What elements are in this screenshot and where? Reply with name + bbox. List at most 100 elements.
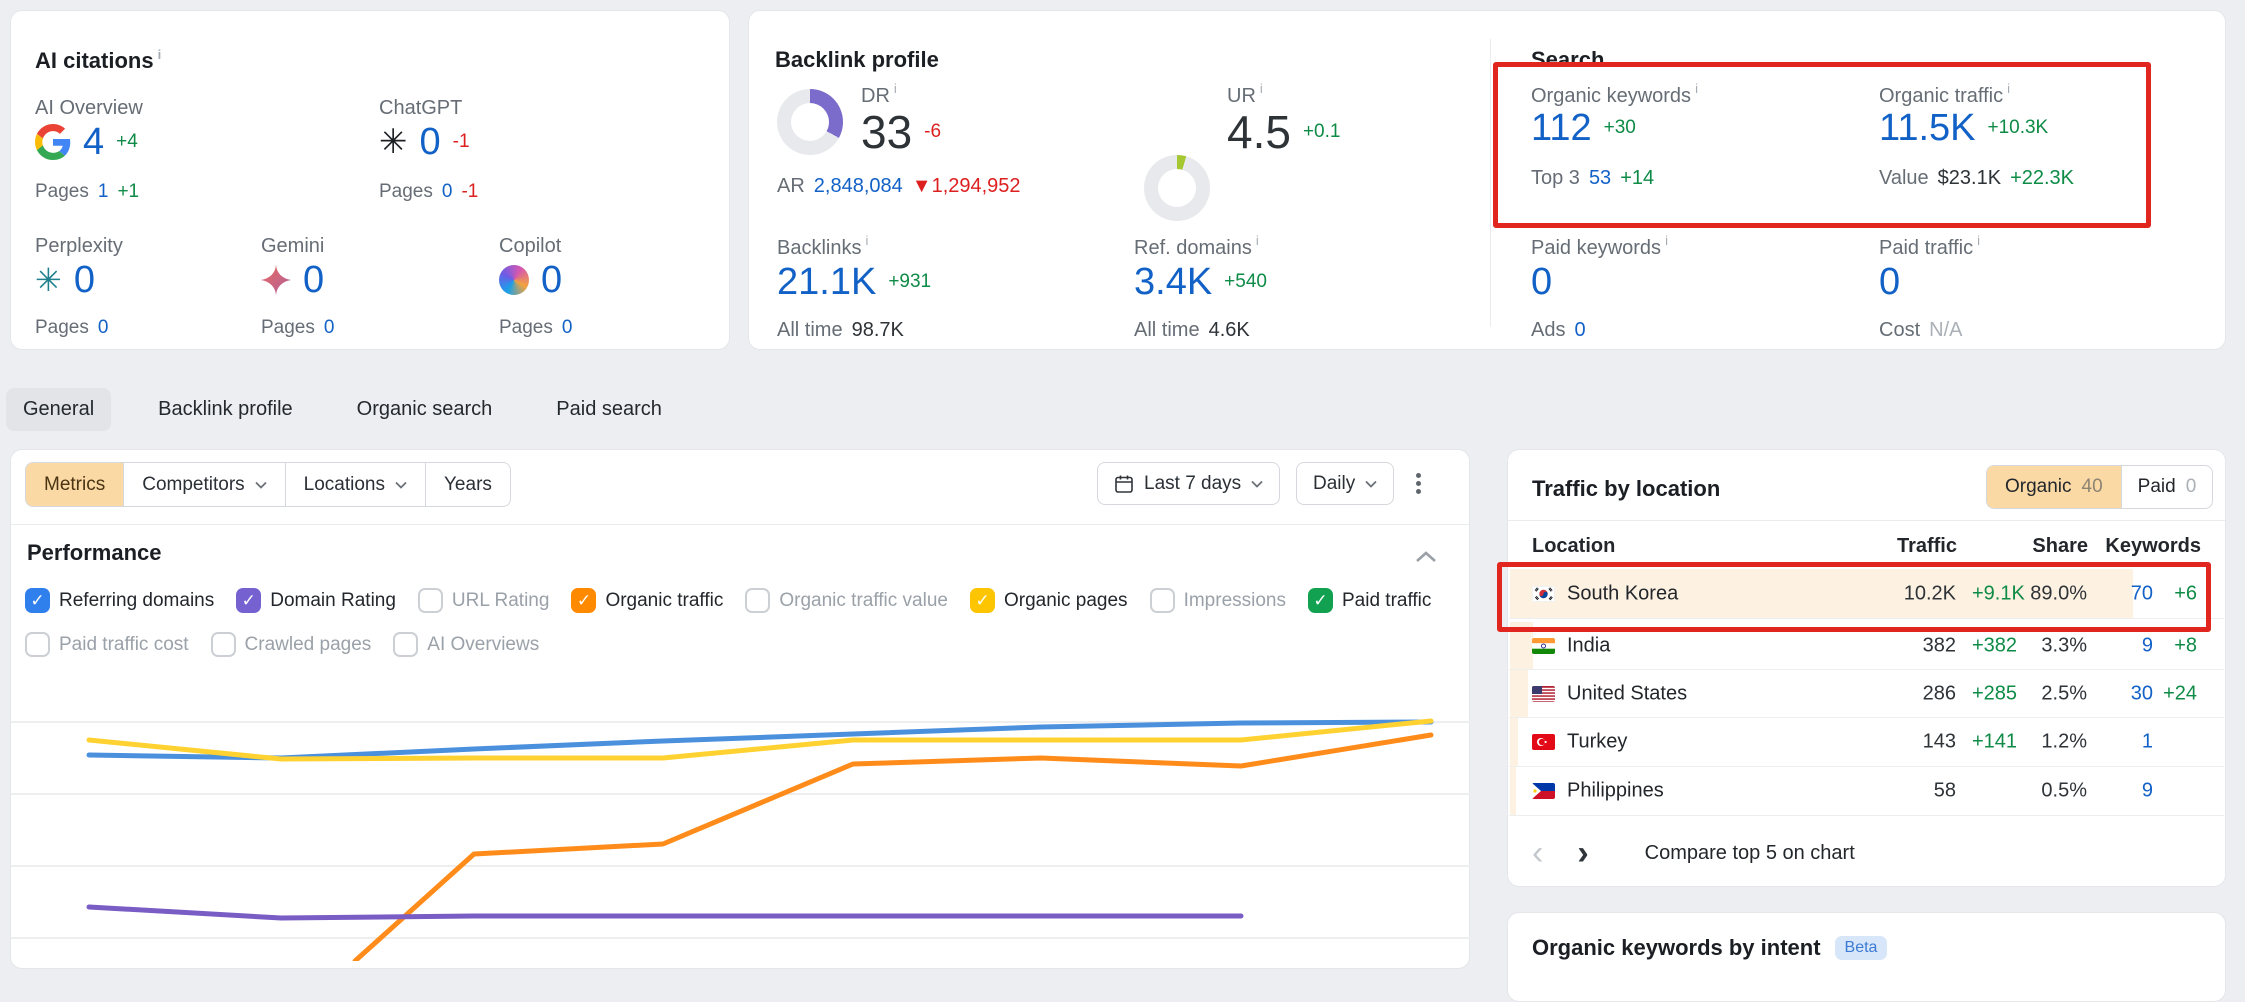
ar-row: AR 2,848,084 ▼1,294,952 <box>777 175 1021 198</box>
checkbox-organic-traffic[interactable]: Organic traffic <box>571 588 723 613</box>
checkbox-url-rating[interactable]: URL Rating <box>418 588 550 613</box>
col-traffic[interactable]: Traffic <box>1897 535 1957 558</box>
metrics-button[interactable]: Metrics <box>26 463 124 506</box>
granularity-button[interactable]: Daily <box>1296 462 1394 505</box>
traffic-delta: +141 <box>1972 731 2017 754</box>
table-row-united-states[interactable]: United States 286 +285 2.5% 30 +24 <box>1509 670 2224 718</box>
checkbox-paid-traffic[interactable]: Paid traffic <box>1308 588 1431 613</box>
info-icon <box>1973 237 1980 259</box>
chevron-down-icon <box>1365 480 1377 488</box>
traffic-value: 58 <box>1934 780 1956 803</box>
beta-badge: Beta <box>1835 936 1888 960</box>
compare-top5-link[interactable]: Compare top 5 on chart <box>1645 842 1855 865</box>
perplexity-value[interactable]: 0 <box>74 261 95 299</box>
paid-traffic-value[interactable]: 0 <box>1879 263 1900 301</box>
checkbox-ai-overviews[interactable]: AI Overviews <box>393 632 539 657</box>
date-range-button[interactable]: Last 7 days <box>1097 462 1280 505</box>
location-name[interactable]: Turkey <box>1567 731 1627 754</box>
location-name[interactable]: United States <box>1567 682 1687 705</box>
years-button[interactable]: Years <box>426 463 510 506</box>
traffic-value: 10.2K <box>1904 582 1956 605</box>
next-page-icon[interactable]: › <box>1577 836 1588 870</box>
checkbox-impressions[interactable]: Impressions <box>1150 588 1286 613</box>
copilot-value[interactable]: 0 <box>541 261 562 299</box>
flag-philippines-icon <box>1532 783 1555 799</box>
keywords-value[interactable]: 9 <box>2142 780 2153 803</box>
prev-page-icon[interactable]: ‹ <box>1532 836 1543 870</box>
google-icon <box>35 124 71 160</box>
competitors-dropdown[interactable]: Competitors <box>124 463 285 506</box>
table-row-india[interactable]: India 382 +382 3.3% 9 +8 <box>1509 622 2224 670</box>
ref-domains-label: Ref. domains <box>1134 233 1259 260</box>
keywords-delta: +6 <box>2174 582 2197 605</box>
gemini-pages: Pages0 <box>261 317 334 339</box>
tab-paid-search[interactable]: Paid search <box>539 388 679 431</box>
header-divider <box>1508 520 2225 521</box>
performance-title: Performance <box>27 540 162 566</box>
gemini-value[interactable]: 0 <box>303 261 324 299</box>
checkbox-organic-traffic-value[interactable]: Organic traffic value <box>745 588 948 613</box>
location-name[interactable]: India <box>1567 634 1610 657</box>
organic-traffic-value[interactable]: 11.5K <box>1879 109 1975 147</box>
tab-backlink-profile[interactable]: Backlink profile <box>141 388 310 431</box>
info-icon <box>1256 85 1263 107</box>
paid-traffic-sub: CostN/A <box>1879 319 1962 342</box>
location-name[interactable]: Philippines <box>1567 780 1664 803</box>
traffic-toggle: Organic40 Paid0 <box>1986 465 2213 509</box>
toolbar-divider <box>11 524 1469 525</box>
locations-dropdown[interactable]: Locations <box>286 463 426 506</box>
keywords-delta: +8 <box>2174 634 2197 657</box>
paid-keywords-value[interactable]: 0 <box>1531 263 1552 301</box>
col-keywords[interactable]: Keywords <box>2105 535 2201 558</box>
traffic-value: 286 <box>1923 682 1956 705</box>
info-icon <box>154 48 162 73</box>
kebab-menu-icon[interactable] <box>1416 470 1421 497</box>
performance-chart[interactable] <box>11 661 1471 961</box>
section-divider <box>1490 39 1491 327</box>
gemini-icon <box>261 265 291 295</box>
location-name[interactable]: South Korea <box>1567 582 1678 605</box>
table-row-turkey[interactable]: Turkey 143 +141 1.2% 1 <box>1509 718 2224 767</box>
table-row-philippines[interactable]: Philippines 58 0.5% 9 <box>1509 767 2224 816</box>
keywords-value[interactable]: 1 <box>2142 731 2153 754</box>
ai-overview-value[interactable]: 4 <box>83 123 104 161</box>
calendar-icon <box>1114 474 1134 494</box>
keywords-value[interactable]: 9 <box>2142 634 2153 657</box>
backlinks-value[interactable]: 21.1K <box>777 263 876 301</box>
organic-keywords-label: Organic keywords <box>1531 81 1698 108</box>
collapse-chevron-up-icon[interactable] <box>1415 550 1437 568</box>
traffic-by-location-card: Traffic by location Organic40 Paid0 Loca… <box>1507 449 2226 887</box>
tab-general[interactable]: General <box>6 388 111 431</box>
col-share[interactable]: Share <box>2032 535 2088 558</box>
keywords-value[interactable]: 70 <box>2131 582 2153 605</box>
chatgpt-pages: Pages0-1 <box>379 181 478 203</box>
checkbox-domain-rating[interactable]: Domain Rating <box>236 588 396 613</box>
chatgpt-value[interactable]: 0 <box>420 123 441 161</box>
share-value: 0.5% <box>2041 780 2087 803</box>
info-icon <box>890 85 897 107</box>
chevron-down-icon <box>255 481 267 489</box>
ar-value[interactable]: 2,848,084 <box>814 175 903 198</box>
table-row-south-korea[interactable]: South Korea 10.2K +9.1K 89.0% 70 +6 <box>1509 569 2224 619</box>
info-icon <box>2003 85 2010 107</box>
toggle-organic[interactable]: Organic40 <box>1987 466 2121 508</box>
traffic-delta: +9.1K <box>1972 582 2025 605</box>
toggle-paid[interactable]: Paid0 <box>2121 466 2213 508</box>
tab-organic-search[interactable]: Organic search <box>340 388 510 431</box>
flag-india-icon <box>1532 638 1555 654</box>
info-icon <box>1691 85 1698 107</box>
checkbox-referring-domains[interactable]: Referring domains <box>25 588 214 613</box>
share-value: 3.3% <box>2041 634 2087 657</box>
col-location[interactable]: Location <box>1532 535 1615 558</box>
checkbox-crawled-pages[interactable]: Crawled pages <box>211 632 372 657</box>
checkbox-paid-traffic-cost[interactable]: Paid traffic cost <box>25 632 189 657</box>
keywords-delta: +24 <box>2163 682 2197 705</box>
organic-keywords-value[interactable]: 112 <box>1531 109 1592 147</box>
flag-turkey-icon <box>1532 734 1555 750</box>
traffic-delta: +285 <box>1972 682 2017 705</box>
keywords-value[interactable]: 30 <box>2131 682 2153 705</box>
ref-domains-value[interactable]: 3.4K <box>1134 263 1212 301</box>
copilot-pages: Pages0 <box>499 317 572 339</box>
chatgpt-delta: -1 <box>453 131 470 153</box>
checkbox-organic-pages[interactable]: Organic pages <box>970 588 1128 613</box>
